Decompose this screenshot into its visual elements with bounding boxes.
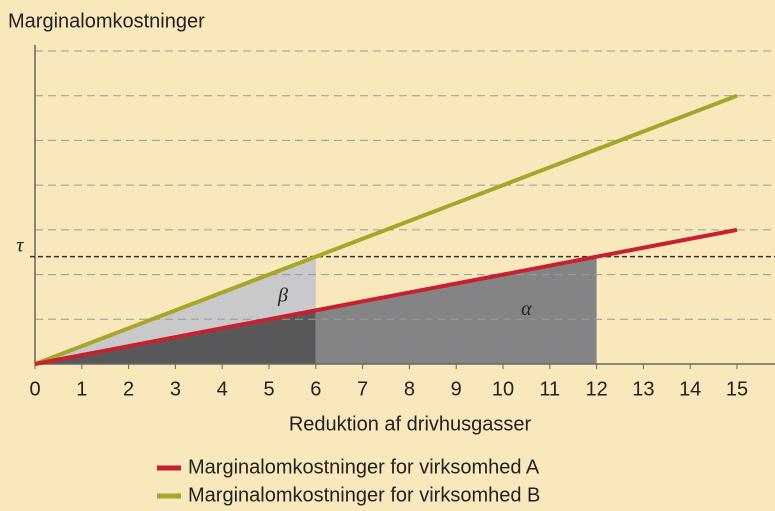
x-tick-label: 11: [539, 378, 560, 400]
x-tick-label: 4: [217, 378, 228, 400]
x-tick-label: 10: [492, 378, 514, 400]
x-tick-label: 2: [123, 378, 134, 400]
x-tick-label: 6: [310, 378, 321, 400]
x-axis-label: Reduktion af drivhusgasser: [289, 413, 532, 435]
x-tick-label: 1: [76, 378, 87, 400]
x-tick-label: 5: [263, 378, 274, 400]
x-tick-label: 7: [357, 378, 368, 400]
x-tick-label: 8: [404, 378, 415, 400]
line: [34, 93, 738, 366]
line: [34, 227, 738, 366]
tau-label: τ: [16, 234, 24, 256]
x-tick-label: 14: [679, 378, 701, 400]
x-tick-label: 13: [632, 378, 654, 400]
annotation: β: [277, 285, 288, 307]
x-tick-label: 0: [29, 378, 40, 400]
x-tick-label: 12: [585, 378, 607, 400]
annotation: α: [521, 298, 532, 320]
x-tick-label: 9: [451, 378, 462, 400]
x-tick-label: 15: [726, 378, 748, 400]
y-axis-label: Marginalomkostninger: [8, 10, 205, 32]
shaded-area: [315, 256, 597, 364]
x-tick-label: 3: [170, 378, 181, 400]
legend-label: Marginalomkostninger for virksomhed B: [188, 484, 540, 506]
legend-label: Marginalomkostninger for virksomhed A: [188, 456, 540, 478]
